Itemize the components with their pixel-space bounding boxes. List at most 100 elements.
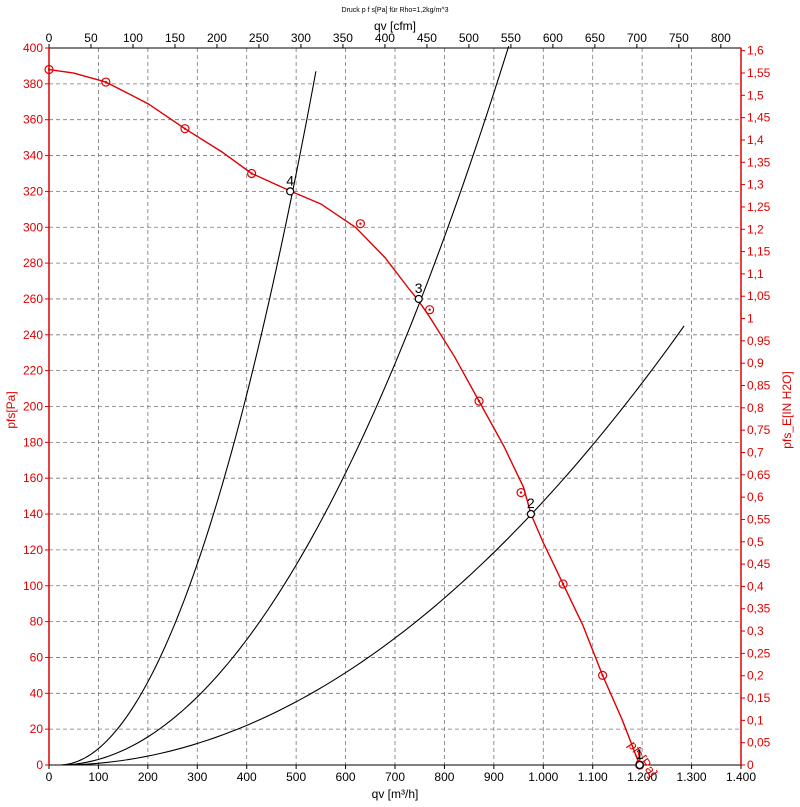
- operating-point-label: 4: [286, 172, 294, 188]
- chart-title: Druck p f s[Pa] für Rho=1,2kg/m^3: [342, 7, 449, 14]
- y-tick-label: 380: [23, 77, 43, 91]
- y2-tick-label: 0,65: [747, 468, 771, 482]
- y2-tick-label: 1,25: [747, 200, 771, 214]
- x-tick-label: 1.300: [677, 770, 707, 784]
- system-4-curve: [58, 71, 317, 766]
- x2-tick-label: 800: [711, 31, 731, 45]
- fan-curve-marker: [180, 124, 190, 134]
- y2-tick-label: 1,45: [747, 111, 771, 125]
- fan-curve-marker-dot: [183, 127, 187, 130]
- x-tick-label: 400: [237, 770, 257, 784]
- operating-points: 1 2 3 4: [286, 172, 644, 770]
- x-tick-label: 800: [434, 770, 454, 784]
- x2-tick-label: 50: [84, 31, 98, 45]
- y2-tick-label: 0,9: [747, 356, 764, 370]
- x2-tick-label: 450: [417, 31, 437, 45]
- operating-point-label: 1: [636, 746, 644, 762]
- x-tick-label: 0: [46, 770, 53, 784]
- x-tick-label: 900: [484, 770, 504, 784]
- y-tick-label: 160: [23, 471, 43, 485]
- y2-tick-label: 0,2: [747, 669, 764, 683]
- x-tick-label: 1.200: [627, 770, 657, 784]
- fan-curve-marker-dot: [428, 308, 431, 311]
- y2-tick-label: 0,4: [747, 579, 764, 593]
- fan-curve-marker-dot: [359, 222, 362, 225]
- y2-tick-label: 1,5: [747, 88, 764, 102]
- operating-point-marker: [286, 187, 295, 196]
- y2-tick-label: 1,05: [747, 289, 771, 303]
- y-tick-label: 340: [23, 149, 43, 163]
- operating-point-marker: [526, 509, 536, 519]
- y2-tick-label: 0,1: [747, 713, 764, 727]
- y-tick-label: 80: [30, 615, 44, 629]
- x-tick-label: 200: [138, 770, 158, 784]
- y2-tick-label: 0,15: [747, 691, 771, 705]
- fan-curve-marker: [558, 579, 568, 589]
- y-tick-label: 140: [23, 507, 43, 521]
- operating-point-marker: [414, 294, 423, 304]
- y2-tick-label: 0,95: [747, 334, 771, 348]
- y-tick-label: 400: [23, 41, 43, 55]
- curves: pfs[Pa]: [48, 46, 685, 780]
- y2-tick-label: 0,3: [747, 624, 764, 638]
- y2-tick-label: 1,6: [747, 44, 764, 58]
- y2-tick-label: 0,6: [747, 490, 764, 504]
- y-tick-label: 180: [23, 435, 43, 449]
- x-tick-label: 1.000: [528, 770, 558, 784]
- fan-curve-marker: [597, 670, 608, 680]
- y2-tick-label: 0,75: [747, 423, 771, 437]
- y-axis-title: pfs[Pa]: [4, 391, 18, 428]
- x2-tick-label: 0: [46, 31, 53, 45]
- x2-tick-label: 600: [543, 31, 563, 45]
- y2-tick-label: 1,35: [747, 155, 771, 169]
- x-tick-label: 1.100: [578, 770, 608, 784]
- x2-tick-label: 650: [585, 31, 605, 45]
- operating-point-marker: [635, 760, 644, 770]
- x-tick-label: 300: [187, 770, 207, 784]
- x2-tick-label: 550: [501, 31, 521, 45]
- y-tick-label: 320: [23, 184, 43, 198]
- x2-tick-label: 200: [207, 31, 227, 45]
- x2-tick-label: 300: [291, 31, 311, 45]
- fan-curve-line: [48, 68, 641, 766]
- fan-curve-marker: [474, 396, 484, 406]
- x2-tick-label: 100: [123, 31, 143, 45]
- y-tick-label: 360: [23, 113, 43, 127]
- x-tick-label: 1.400: [726, 770, 756, 784]
- y2-axis-title: pfs_E[IN H2O]: [780, 371, 794, 448]
- y2-tick-label: 0,05: [747, 736, 771, 750]
- y2-tick-label: 1,4: [747, 133, 764, 147]
- x2-tick-label: 400: [375, 31, 395, 45]
- operating-point-label: 3: [415, 280, 423, 296]
- system-2-curve: [58, 325, 685, 766]
- fan-curve-marker-dot: [250, 172, 253, 175]
- x2-tick-label: 500: [459, 31, 479, 45]
- fan-curve-marker: [101, 77, 111, 87]
- fan-curve-marker: [516, 487, 526, 498]
- x-tick-label: 100: [88, 770, 108, 784]
- x2-tick-label: 750: [669, 31, 689, 45]
- y-tick-label: 120: [23, 543, 43, 557]
- x-tick-label: 500: [286, 770, 306, 784]
- y2-tick-label: 0,45: [747, 557, 771, 571]
- y2-tick-label: 1,15: [747, 245, 771, 259]
- fan-curve-marker: [247, 168, 257, 179]
- grid-lines: [49, 48, 741, 765]
- x-tick-label: 700: [385, 770, 405, 784]
- y-tick-label: 220: [23, 364, 43, 378]
- fan-curve-marker: [44, 64, 54, 75]
- fan-curve-marker-dot: [519, 491, 523, 494]
- x2-tick-label: 150: [165, 31, 185, 45]
- x-axis-title: qv [m³/h]: [372, 787, 419, 801]
- y2-tick-label: 0,85: [747, 379, 771, 393]
- y2-tick-label: 0,7: [747, 445, 764, 459]
- y-tick-label: 100: [23, 579, 43, 593]
- y-tick-label: 20: [30, 722, 44, 736]
- operating-point-label: 2: [527, 495, 535, 511]
- y2-tick-label: 1,1: [747, 267, 764, 281]
- fan-curve-marker: [355, 219, 365, 229]
- y-tick-label: 40: [30, 686, 44, 700]
- x-tick-label: 600: [336, 770, 356, 784]
- y2-tick-label: 0: [747, 758, 754, 772]
